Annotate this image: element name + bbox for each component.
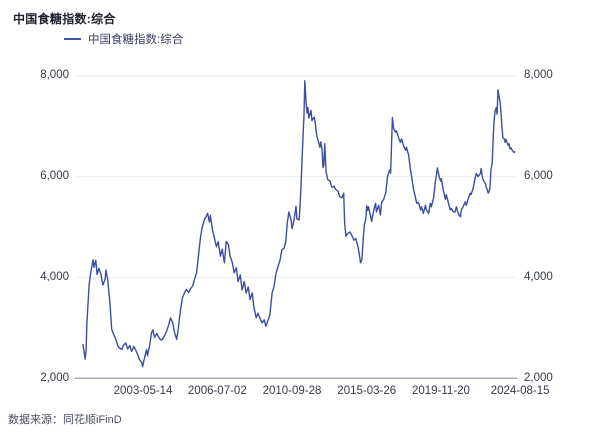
y-axis-label-left: 4,000	[40, 270, 69, 283]
x-axis-label: 2019-11-20	[411, 385, 470, 397]
x-axis-label: 2024-08-15	[490, 385, 550, 397]
x-axis-label: 2003-05-14	[113, 385, 173, 397]
x-axis-label: 2015-03-26	[337, 385, 397, 397]
legend-line-icon	[64, 38, 81, 40]
y-axis-label-left: 6,000	[40, 170, 69, 183]
source-note: 数据来源：同花顺iFinD	[8, 414, 122, 426]
y-axis-label-right: 2,000	[524, 371, 553, 384]
x-axis-label: 2006-07-02	[187, 385, 247, 397]
x-axis-label: 2010-09-28	[262, 385, 322, 397]
y-axis-label-left: 8,000	[40, 69, 69, 82]
y-axis-label-right: 8,000	[524, 69, 553, 82]
chart-title: 中国食糖指数:综合	[13, 12, 116, 26]
plot-area	[75, 75, 517, 379]
line-series	[82, 80, 516, 368]
y-axis-label-left: 2,000	[40, 371, 69, 384]
legend[interactable]: 中国食糖指数:综合	[64, 31, 183, 47]
y-axis-label-right: 6,000	[524, 170, 553, 183]
y-axis-label-right: 4,000	[524, 270, 553, 283]
legend-label: 中国食糖指数:综合	[88, 34, 184, 46]
